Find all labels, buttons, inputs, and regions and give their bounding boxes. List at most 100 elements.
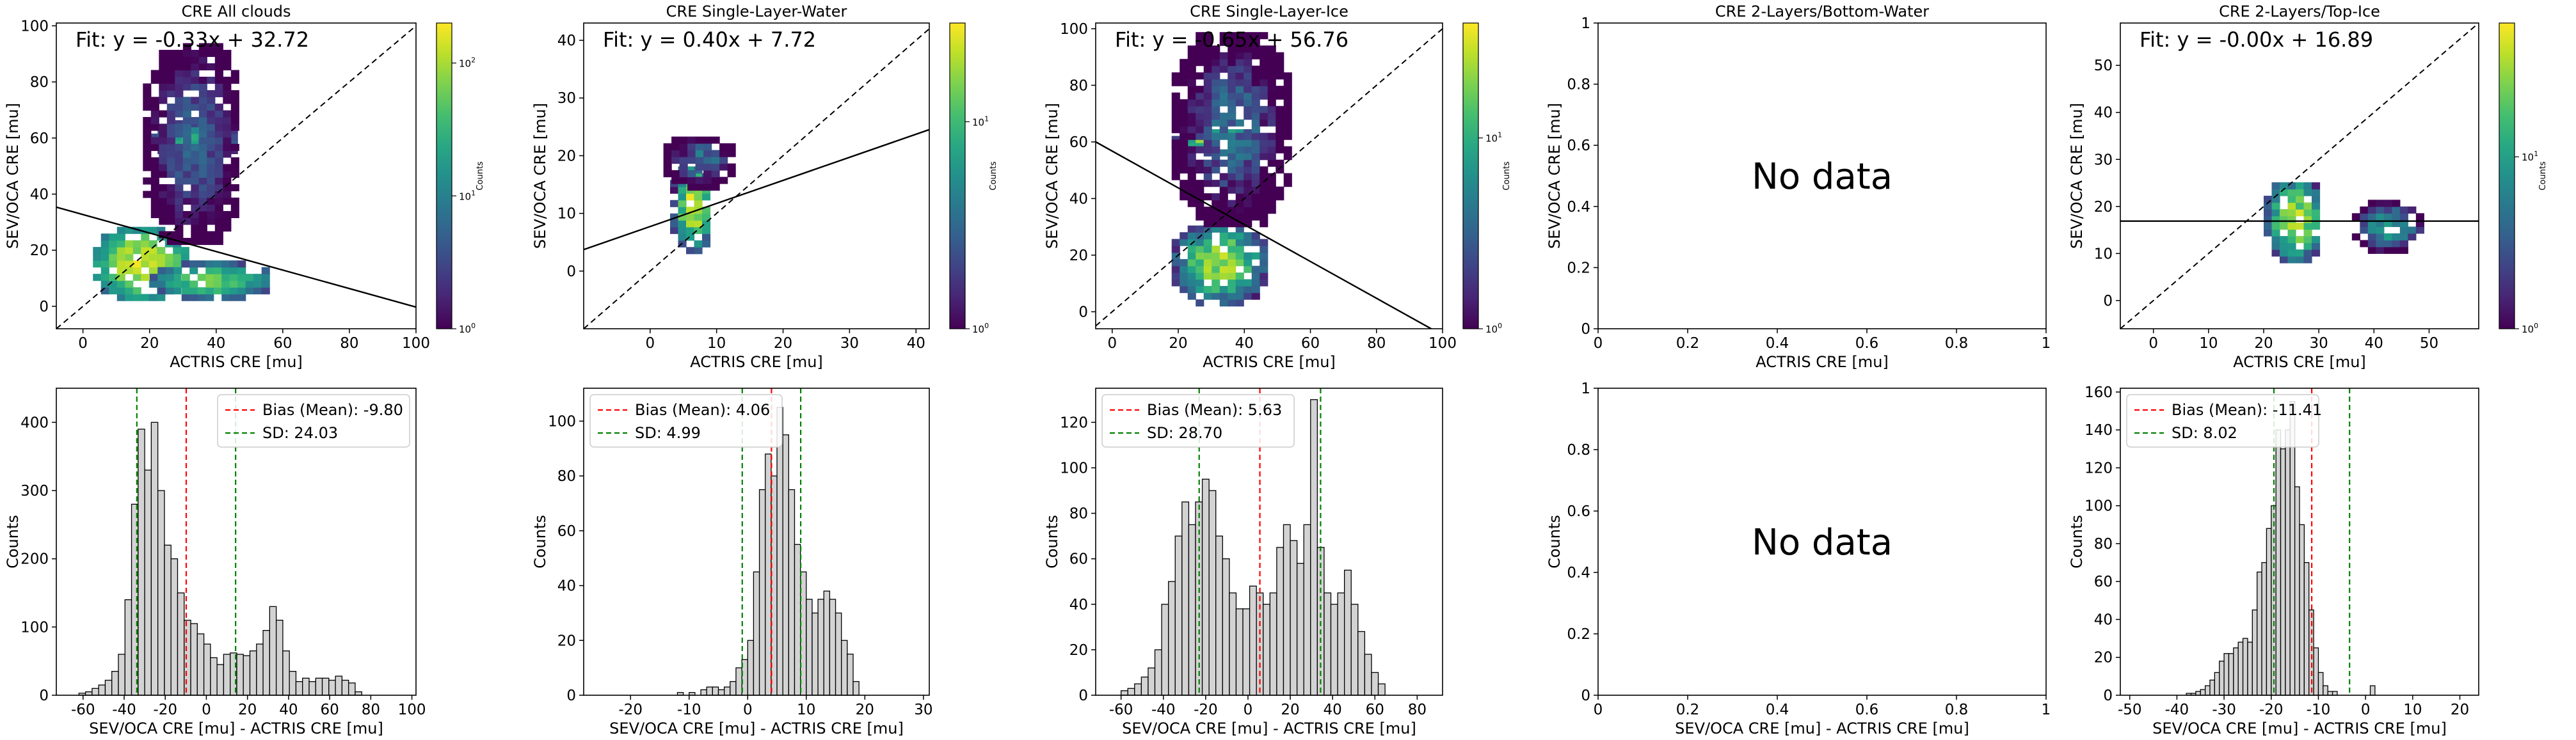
heatmap-cell <box>1251 32 1260 40</box>
heatmap-cell <box>189 260 198 268</box>
heatmap-cell <box>1203 52 1212 59</box>
heatmap-cell <box>1180 79 1188 86</box>
heatmap-cell <box>175 170 184 178</box>
heatmap-cell <box>214 123 223 131</box>
heatmap-cell <box>1228 92 1236 100</box>
heatmap-cell <box>182 210 191 219</box>
heatmap-cell <box>116 226 125 234</box>
heatmap-cell <box>1235 239 1244 246</box>
heatmap-cell <box>166 204 175 212</box>
heatmap-cell <box>100 274 109 281</box>
heatmap-cell <box>175 224 184 232</box>
heatmap-cell <box>93 247 102 255</box>
heatmap-cell <box>191 56 200 64</box>
heatmap-cell <box>1228 239 1236 246</box>
heatmap-cell <box>191 204 200 212</box>
histogram-bar <box>1310 399 1318 696</box>
histogram-frame <box>583 388 930 696</box>
heatmap-cell <box>670 226 679 234</box>
heatmap-cell <box>125 280 134 288</box>
heatmap-cell <box>1244 252 1252 260</box>
heatmap-cell <box>1196 180 1204 187</box>
heatmap-cell <box>166 184 175 192</box>
heatmap-cell <box>148 247 157 255</box>
heatmap-cell <box>182 177 191 185</box>
heatmap-x-axis-label: ACTRIS CRE [mu] <box>1203 353 1336 371</box>
heatmap-cell <box>1212 153 1220 161</box>
heatmap-cell <box>2296 209 2305 217</box>
histogram-bar <box>256 643 264 696</box>
heatmap-cell <box>678 186 687 194</box>
colorbar-tick-exponent: 0 <box>984 322 989 330</box>
heatmap-cell <box>100 287 109 295</box>
heatmap-axes-3: 0 0.2 0.4 0.6 0.8 1 0 0.2 0.4 0.6 0.8 1 ACTRIS CRE [… <box>1546 15 2051 371</box>
histogram-bar <box>335 675 343 696</box>
heatmap-y-tick-label: 40 <box>557 33 576 49</box>
heatmap-cell <box>670 186 679 194</box>
histogram-bar <box>2299 524 2305 696</box>
histogram-bar <box>295 681 303 696</box>
heatmap-cell <box>1235 99 1244 107</box>
heatmap-cell <box>1171 146 1180 154</box>
heatmap-cell <box>1203 139 1212 147</box>
heatmap-cell <box>2271 242 2280 250</box>
histogram-x-tick-label: 0 <box>1594 702 1603 718</box>
heatmap-y-axis-label: SEV/OCA CRE [mu] <box>531 103 549 249</box>
heatmap-cell <box>1203 72 1212 80</box>
heatmap-cell <box>678 226 687 234</box>
heatmap-cell <box>2351 233 2360 240</box>
histogram-bar <box>806 599 813 696</box>
histogram-bar <box>1208 490 1217 696</box>
heatmap-cell <box>223 210 232 219</box>
heatmap-cell <box>1244 32 1252 40</box>
heatmap-cell <box>166 231 175 239</box>
heatmap-y-tick-label: 0 <box>2103 293 2113 310</box>
heatmap-cell <box>1187 225 1196 233</box>
heatmap-cell <box>2392 213 2401 221</box>
histogram-bar <box>1168 581 1176 696</box>
heatmap-cell <box>148 260 157 268</box>
heatmap-cell <box>1251 106 1260 113</box>
heatmap-cell <box>719 157 728 164</box>
fit-line <box>584 129 929 251</box>
heatmap-cell <box>1228 259 1236 267</box>
histogram-frame <box>1597 388 2047 696</box>
heatmap-cell <box>1235 65 1244 73</box>
histogram-x-tick-label: 0 <box>2361 702 2371 718</box>
heatmap-cell <box>132 247 141 255</box>
heatmap-cell <box>214 43 223 51</box>
heatmap-cell <box>230 143 239 152</box>
heatmap-cell <box>1219 132 1228 140</box>
histogram-y-tick-label: 60 <box>2094 574 2113 590</box>
heatmap-cell <box>132 294 141 301</box>
heatmap-cell <box>116 287 125 295</box>
histogram-legend: Bias (Mean): 5.63 SD: 28.70 <box>1101 394 1295 448</box>
histogram-bar <box>2195 691 2201 696</box>
heatmap-cell <box>1276 52 1284 59</box>
heatmap-cell <box>191 150 200 158</box>
heatmap-cell <box>1219 299 1228 307</box>
heatmap-cell <box>1203 220 1212 228</box>
heatmap-x-tick-label: 40 <box>1235 335 1254 352</box>
heatmap-cell <box>1203 146 1212 154</box>
heatmap-cell <box>1228 299 1236 307</box>
heatmap-cell <box>150 184 159 192</box>
heatmap-cell <box>1260 119 1268 127</box>
heatmap-axes-0: 0 20 40 60 80 100 0 20 40 60 80 100 ACTRIS CRE [mu] S… <box>4 18 430 371</box>
heatmap-cell <box>230 164 239 171</box>
heatmap-cell <box>198 237 207 246</box>
heatmap-cell <box>1235 180 1244 187</box>
heatmap-cell <box>198 97 207 104</box>
heatmap-cell <box>1235 272 1244 280</box>
heatmap-cell <box>1171 279 1180 287</box>
heatmap-cell <box>2271 236 2280 244</box>
histogram-bar <box>282 650 290 696</box>
heatmap-cell <box>678 200 687 207</box>
histogram-bar <box>164 544 172 696</box>
heatmap-x-axis-label: ACTRIS CRE [mu] <box>1756 353 1889 371</box>
heatmap-cell <box>1212 213 1220 221</box>
histogram-x-tick-label: 0.8 <box>1945 702 1969 718</box>
histogram-y-tick-label: 20 <box>1069 642 1088 659</box>
heatmap-cell <box>1235 79 1244 86</box>
heatmap-cell <box>207 177 216 185</box>
